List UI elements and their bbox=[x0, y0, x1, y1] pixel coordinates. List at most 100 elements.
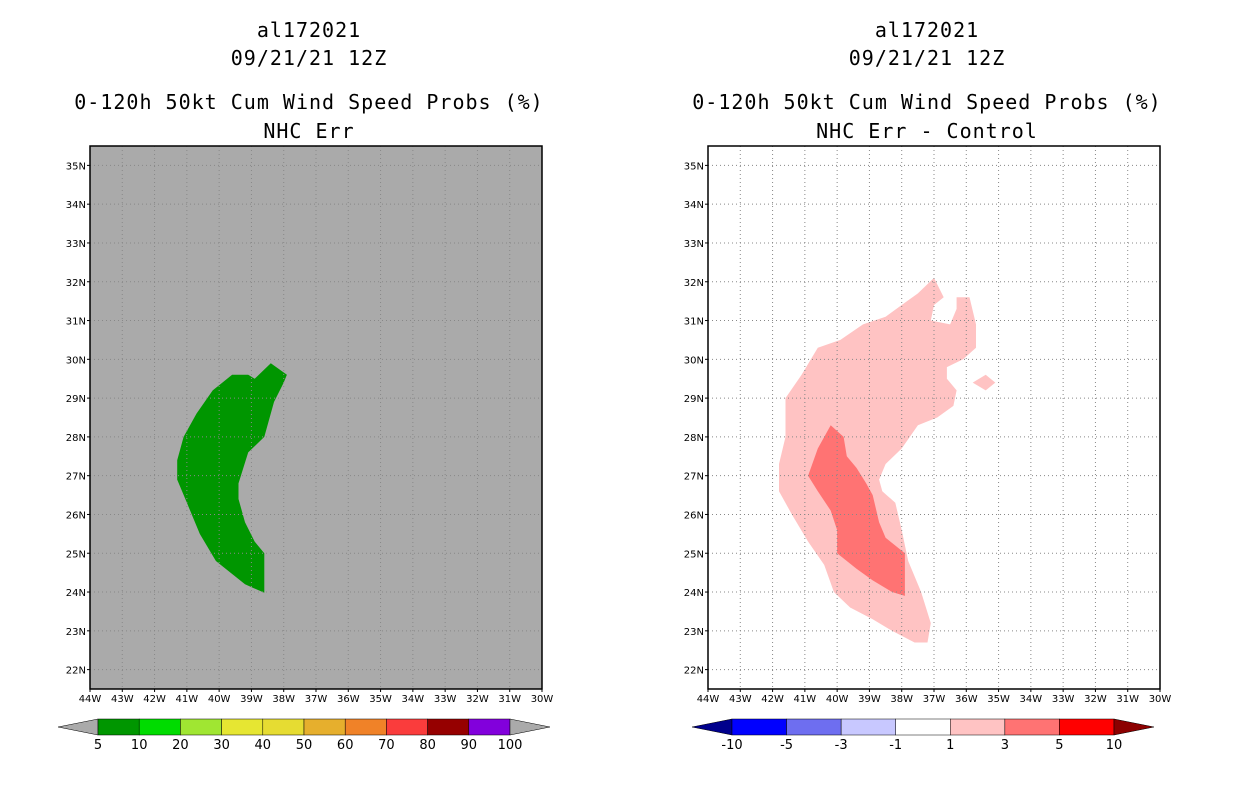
x-tick-label: 42W bbox=[143, 694, 166, 705]
colorbar-label: 10 bbox=[1106, 738, 1123, 753]
colorbar-swatch bbox=[840, 718, 896, 736]
colorbar-label: 1 bbox=[946, 738, 954, 753]
wind-probability-difference-map: 44W 43W 42W 41W 40W 39W 38W 37W 36W 35W 34W 33W 32W 3… bbox=[684, 145, 1172, 753]
y-tick-label: 24N bbox=[66, 588, 86, 599]
x-tick-label: 40W bbox=[208, 694, 231, 705]
colorbar-swatch bbox=[303, 718, 346, 736]
colorbar-swatch bbox=[468, 718, 511, 736]
x-tick-label: 38W bbox=[272, 694, 295, 705]
colorbar-label: 60 bbox=[337, 738, 354, 753]
y-tick-label: 29N bbox=[66, 394, 86, 405]
wind-probability-map: 44W 43W 42W 41W 40W 39W 38W 37W 36W 35W 34W 33W 32W 3… bbox=[57, 145, 554, 753]
colorbar-label: 10 bbox=[131, 738, 148, 753]
contour-region bbox=[779, 277, 976, 643]
contour-region bbox=[972, 374, 996, 391]
x-tick-label: 39W bbox=[240, 694, 263, 705]
colorbar-swatch bbox=[386, 718, 428, 736]
y-tick-label: 30N bbox=[66, 355, 86, 366]
chart-subtitle: NHC Err bbox=[263, 119, 355, 143]
colorbar-swatch bbox=[344, 718, 387, 736]
x-tick-label: 43W bbox=[729, 694, 752, 705]
x-tick-label: 43W bbox=[111, 694, 134, 705]
gridlines bbox=[90, 146, 542, 689]
colorbar-label: 30 bbox=[213, 738, 230, 753]
colorbar-swatch bbox=[895, 718, 951, 736]
x-tick-label: 40W bbox=[826, 694, 849, 705]
colorbar-label: 20 bbox=[172, 738, 189, 753]
contour-region bbox=[177, 363, 287, 593]
chart-panel-right: al172021 09/21/21 12Z 0-120h 50kt Cum Wi… bbox=[618, 0, 1236, 800]
y-tick-label: 35N bbox=[684, 161, 704, 172]
x-tick-label: 37W bbox=[305, 694, 328, 705]
x-tick-label: 44W bbox=[697, 694, 720, 705]
colorbar-label: 50 bbox=[296, 738, 313, 753]
x-tick-label: 36W bbox=[955, 694, 978, 705]
x-tick-label: 30W bbox=[1149, 694, 1172, 705]
colorbar-swatch bbox=[221, 718, 264, 736]
x-tick-label: 34W bbox=[402, 694, 425, 705]
chart-subtitle: NHC Err - Control bbox=[816, 119, 1038, 143]
plot-area bbox=[90, 146, 542, 689]
colorbar-label: 3 bbox=[1001, 738, 1009, 753]
x-tick-label: 41W bbox=[794, 694, 817, 705]
chart-title-line-3: 0-120h 50kt Cum Wind Speed Probs (%) bbox=[74, 90, 544, 114]
y-tick-label: 31N bbox=[66, 317, 86, 328]
colorbar-label: 5 bbox=[94, 738, 102, 753]
colorbar-label: 70 bbox=[378, 738, 395, 753]
gridlines bbox=[708, 146, 1160, 689]
y-tick-label: 31N bbox=[684, 317, 704, 328]
y-tick-label: 32N bbox=[66, 278, 86, 289]
chart-title-line-2: 09/21/21 12Z bbox=[230, 46, 388, 70]
colorbar-label: -5 bbox=[780, 738, 793, 753]
colorbar-swatch bbox=[97, 718, 140, 736]
x-tick-label: 39W bbox=[858, 694, 881, 705]
y-tick-label: 32N bbox=[684, 278, 704, 289]
colorbar-swatch bbox=[138, 718, 181, 736]
y-tick-label: 26N bbox=[66, 510, 86, 521]
colorbar-label: 100 bbox=[498, 738, 523, 753]
colorbar-over-arrow bbox=[1113, 718, 1155, 736]
y-tick-label: 28N bbox=[684, 433, 704, 444]
colorbar-label: -10 bbox=[721, 738, 742, 753]
x-tick-label: 30W bbox=[531, 694, 554, 705]
colorbar-swatch bbox=[950, 718, 1006, 736]
y-tick-label: 33N bbox=[66, 239, 86, 250]
colorbar-label: -1 bbox=[889, 738, 902, 753]
y-tick-label: 23N bbox=[66, 627, 86, 638]
colorbar-swatch bbox=[180, 718, 222, 736]
y-tick-label: 25N bbox=[66, 549, 86, 560]
colorbar-label: 90 bbox=[461, 738, 478, 753]
colorbar-swatch bbox=[786, 718, 842, 736]
y-tick-label: 33N bbox=[684, 239, 704, 250]
x-tick-label: 35W bbox=[987, 694, 1010, 705]
y-tick-label: 35N bbox=[66, 161, 86, 172]
x-tick-label: 38W bbox=[890, 694, 913, 705]
y-tick-label: 22N bbox=[684, 666, 704, 677]
y-tick-label: 27N bbox=[684, 472, 704, 483]
colorbar-swatch bbox=[262, 718, 305, 736]
colorbar-under-arrow bbox=[691, 718, 733, 736]
x-tick-label: 34W bbox=[1020, 694, 1043, 705]
chart-title-line-1: al172021 bbox=[256, 18, 362, 42]
y-tick-label: 28N bbox=[66, 433, 86, 444]
colorbar-label: 5 bbox=[1055, 738, 1063, 753]
x-tick-label: 44W bbox=[79, 694, 102, 705]
y-tick-label: 34N bbox=[66, 200, 86, 211]
y-tick-label: 29N bbox=[684, 394, 704, 405]
colorbar-swatch bbox=[427, 718, 470, 736]
y-tick-label: 25N bbox=[684, 549, 704, 560]
x-tick-label: 42W bbox=[761, 694, 784, 705]
chart-title-line-2: 09/21/21 12Z bbox=[848, 46, 1006, 70]
x-tick-label: 41W bbox=[176, 694, 199, 705]
x-tick-label: 31W bbox=[1116, 694, 1139, 705]
x-tick-label: 31W bbox=[498, 694, 521, 705]
y-tick-label: 22N bbox=[66, 666, 86, 677]
x-tick-label: 35W bbox=[369, 694, 392, 705]
colorbar-label: -3 bbox=[835, 738, 848, 753]
x-tick-label: 37W bbox=[923, 694, 946, 705]
chart-title-line-3: 0-120h 50kt Cum Wind Speed Probs (%) bbox=[692, 90, 1162, 114]
y-tick-label: 23N bbox=[684, 627, 704, 638]
colorbar-label: 40 bbox=[255, 738, 272, 753]
x-tick-label: 33W bbox=[434, 694, 457, 705]
colorbar-swatch bbox=[731, 718, 787, 736]
